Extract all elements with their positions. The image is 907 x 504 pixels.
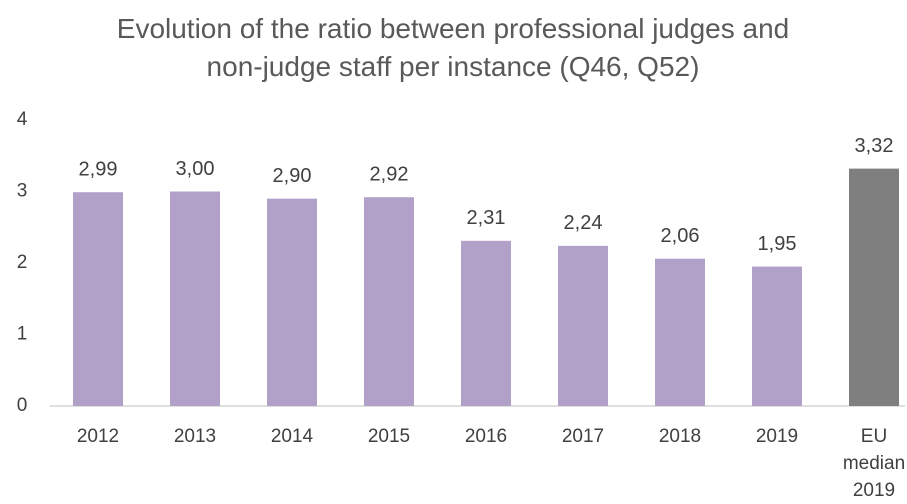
chart-title: Evolution of the ratio between professio… (116, 13, 790, 82)
value-label: 2,24 (564, 212, 603, 234)
bar (267, 198, 317, 406)
x-tick-label: 2018 (659, 426, 701, 447)
y-tick-label: 3 (17, 181, 28, 202)
value-label: 2,92 (370, 164, 409, 186)
value-label: 2,31 (467, 207, 506, 229)
bar (170, 191, 220, 406)
x-tick-label: 2013 (174, 426, 216, 447)
bar (655, 258, 705, 406)
x-tick-label: 2012 (77, 426, 119, 447)
x-tick-label: 2019 (756, 426, 798, 447)
x-tick-label: EU median 2019 (843, 426, 905, 501)
value-label: 2,99 (79, 158, 118, 180)
y-tick-label: 4 (17, 109, 28, 130)
bar (752, 266, 802, 406)
bar (461, 240, 511, 406)
x-tick-label: 2016 (465, 426, 507, 447)
x-tick-label: 2014 (271, 426, 314, 447)
value-label: 1,95 (758, 233, 797, 255)
bar (558, 245, 608, 406)
value-label: 3,32 (855, 135, 894, 157)
bar (73, 192, 123, 406)
bar (364, 197, 414, 406)
x-tick-label: 2017 (562, 426, 604, 447)
value-label: 3,00 (176, 158, 215, 180)
bar (849, 168, 899, 406)
y-tick-label: 0 (17, 395, 28, 416)
y-tick-label: 2 (17, 252, 28, 273)
y-tick-label: 1 (17, 324, 28, 345)
value-label: 2,90 (273, 165, 312, 187)
value-label: 2,06 (661, 225, 700, 247)
x-tick-label: 2015 (368, 426, 410, 447)
